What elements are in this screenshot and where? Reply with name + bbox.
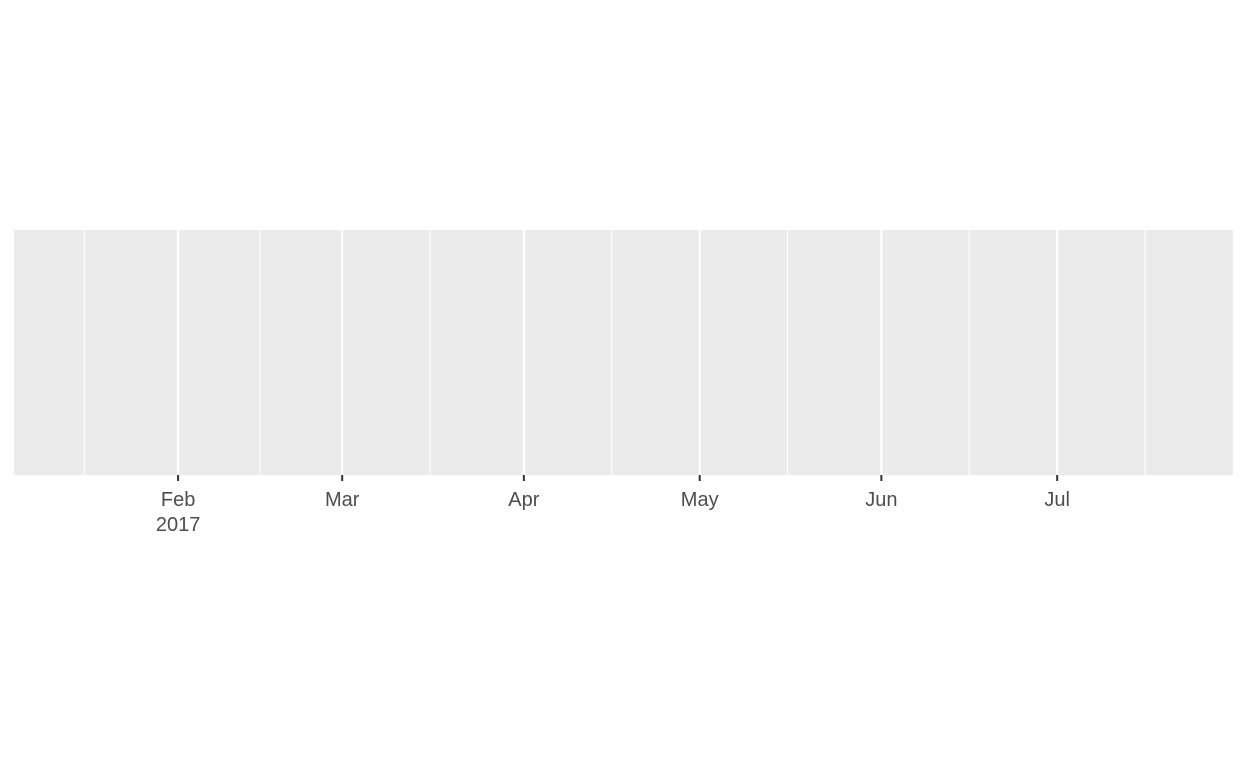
x-tick-label: Apr	[508, 489, 539, 511]
x-axis-tick-labels: Feb 2017 Mar Apr May Jun Jul	[156, 489, 1070, 536]
x-tick-label: Feb	[161, 489, 195, 511]
x-tick-label: Jul	[1044, 489, 1070, 511]
x-axis-ticks	[177, 475, 1059, 481]
minor-gridlines	[83, 230, 1146, 475]
x-tick-label: Jun	[865, 489, 897, 511]
plot-panel	[14, 230, 1233, 475]
x-tick-label: Mar	[325, 489, 360, 511]
x-tick-label: May	[681, 489, 719, 511]
x-tick-year-label: 2017	[156, 514, 201, 536]
major-gridlines	[177, 230, 1059, 475]
